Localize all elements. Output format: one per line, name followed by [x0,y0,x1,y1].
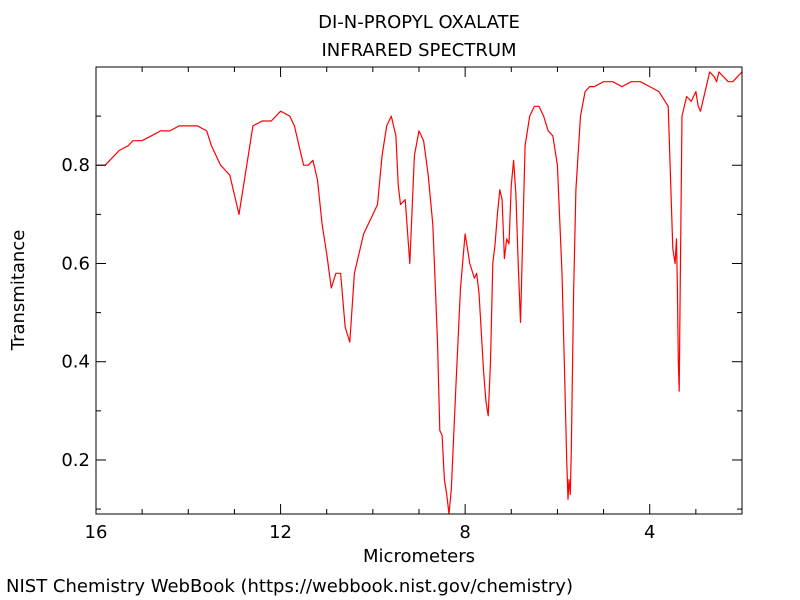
y-tick-label: 0.4 [61,352,90,373]
plot-area: 16 12 8 4 0.2 0.4 0.6 0.8 [61,66,743,543]
y-tick-label: 0.2 [61,450,90,471]
x-axis-label: Micrometers [363,546,475,567]
x-tick-label: 12 [269,522,292,543]
spectrum-line-0 [96,71,742,514]
y-tick-label: 0.6 [61,253,90,274]
x-tick-label: 16 [85,522,108,543]
y-axis-label: Transmitance [8,230,29,352]
x-tick-label: 8 [459,522,470,543]
x-tick-label: 4 [644,522,655,543]
y-tick-label: 0.8 [61,155,90,176]
chart-title: DI-N-PROPYL OXALATE [318,12,520,33]
chart-subtitle: INFRARED SPECTRUM [321,40,516,61]
source-credit: NIST Chemistry WebBook (https://webbook.… [6,576,573,597]
